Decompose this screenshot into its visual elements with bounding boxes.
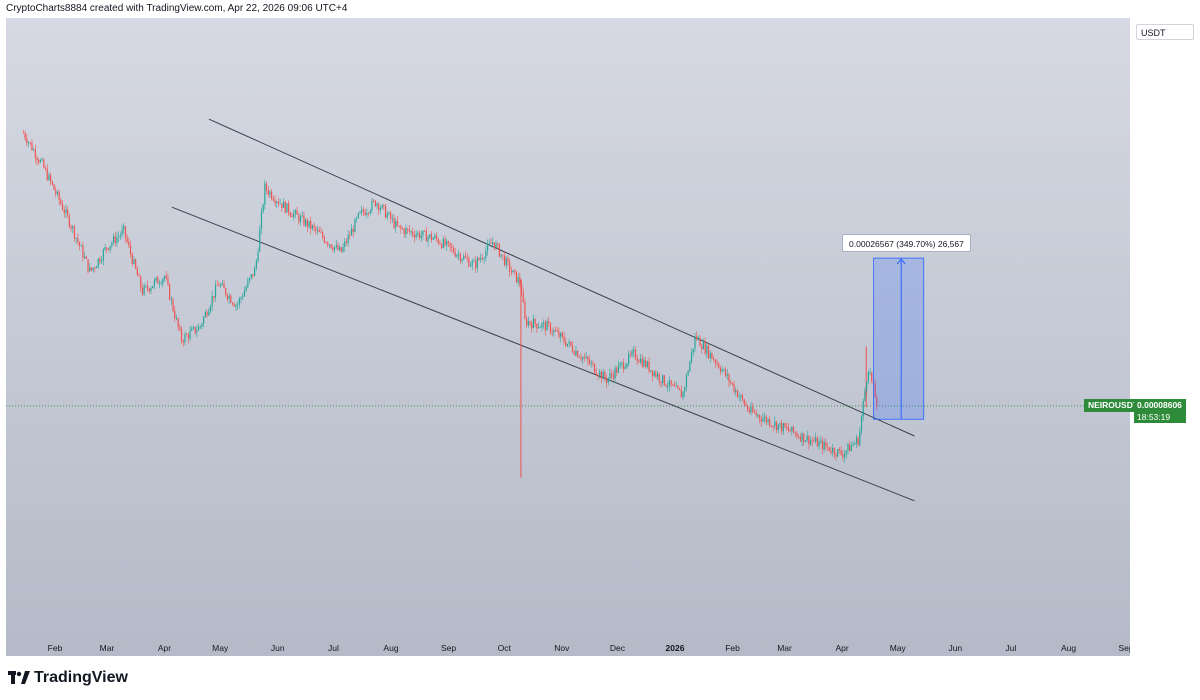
chart-canvas[interactable] — [6, 18, 1130, 656]
last-price-value: 0.00008606 — [1137, 400, 1182, 410]
tradingview-logo-icon — [8, 671, 30, 684]
price-axis[interactable] — [1130, 18, 1200, 656]
measure-label: 0.00026567 (349.70%) 26,567 — [842, 234, 971, 252]
currency-selector[interactable]: USDT — [1136, 24, 1194, 40]
footer — [0, 662, 1200, 700]
chart-credit-bar: CryptoCharts8884 created with TradingVie… — [0, 0, 1200, 18]
last-price-tag: 0.00008606 18:53:19 — [1134, 399, 1186, 423]
symbol-tag: NEIROUSDT — [1084, 399, 1143, 412]
tradingview-brand: TradingView — [34, 669, 128, 686]
chart-credit: CryptoCharts8884 created with TradingVie… — [6, 3, 348, 14]
bar-countdown: 18:53:19 — [1137, 412, 1171, 422]
